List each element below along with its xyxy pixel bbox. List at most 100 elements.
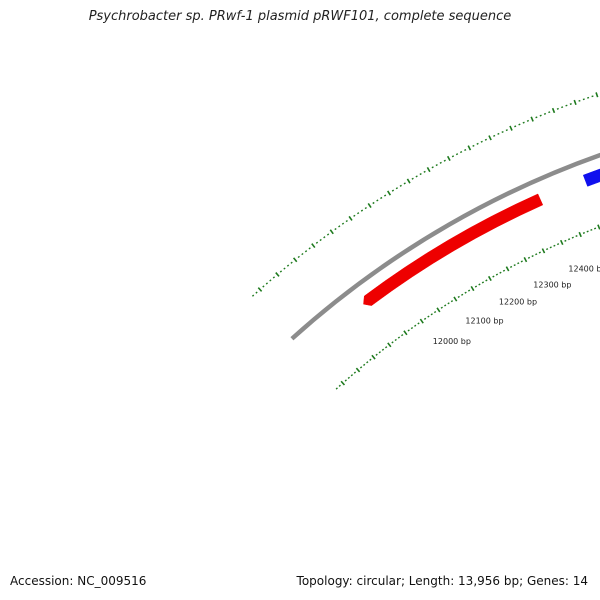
minor-tick [347, 376, 350, 379]
minor-tick [439, 161, 442, 164]
minor-tick [394, 338, 397, 342]
forward-gene-arrow[interactable] [582, 115, 600, 187]
accession-text: Accession: NC_009516 [8, 573, 149, 589]
minor-tick [485, 279, 488, 282]
minor-tick [492, 275, 495, 278]
minor-tick [501, 130, 504, 133]
minor-tick [509, 265, 513, 269]
minor-tick [366, 361, 369, 364]
minor-tick [279, 270, 283, 273]
major-tick [419, 318, 424, 324]
major-tick [436, 307, 441, 313]
minor-tick [502, 269, 506, 272]
minor-tick [538, 251, 541, 254]
tick-label: 12000 bp [433, 337, 471, 346]
minor-tick [410, 326, 414, 330]
minor-tick [461, 293, 464, 296]
gene-features: PsycPRwf_2404 [363, 115, 600, 306]
minor-tick [423, 170, 426, 173]
minor-tick [262, 285, 265, 288]
minor-tick [567, 238, 571, 241]
minor-tick [378, 351, 381, 354]
minor-tick [444, 304, 447, 307]
minor-tick [338, 384, 341, 387]
minor-tick [383, 194, 387, 197]
minor-tick [407, 329, 410, 332]
major-tick [406, 178, 411, 184]
major-tick [355, 367, 361, 373]
minor-tick [423, 317, 427, 320]
major-tick [578, 231, 582, 238]
minor-tick [290, 261, 293, 264]
minor-tick [447, 302, 450, 305]
major-tick [573, 99, 577, 106]
major-tick [348, 215, 353, 221]
major-tick [530, 116, 534, 122]
major-tick [257, 287, 263, 292]
minor-tick [430, 313, 433, 316]
tick-label: 12100 bp [465, 316, 503, 325]
minor-tick [304, 250, 308, 253]
minor-tick [433, 311, 437, 314]
minor-tick [517, 262, 520, 265]
major-tick [311, 243, 316, 249]
major-tick [470, 285, 475, 292]
tick-labels: 12000 bp 12100 bp 12200 bp 12300 bp 12400 bp… [433, 265, 600, 346]
minor-tick [564, 239, 567, 242]
minor-tick [549, 246, 552, 249]
minor-tick [384, 346, 388, 349]
minor-tick [520, 260, 523, 263]
minor-tick [360, 209, 364, 212]
minor-tick [369, 358, 372, 361]
minor-tick [513, 264, 516, 267]
minor-tick [315, 241, 319, 244]
minor-tick [401, 334, 404, 337]
minor-tick [341, 222, 345, 225]
minor-tick [301, 252, 304, 256]
minor-tick [484, 138, 487, 141]
minor-tick [499, 271, 502, 274]
minor-tick [251, 294, 255, 297]
minor-tick [527, 256, 531, 259]
tick-label: 12300 bp [533, 280, 571, 289]
plasmid-backbone [290, 152, 600, 341]
minor-tick [464, 291, 467, 294]
minor-tick [474, 285, 478, 288]
minor-tick [481, 281, 485, 284]
minor-tick [556, 107, 559, 110]
tick-label: 12200 bp [499, 298, 537, 307]
major-tick [453, 296, 458, 302]
outer-tick-ring [251, 92, 599, 297]
map-title: Psychrobacter sp. PRwf-1 plasmid pRWF101… [88, 9, 512, 24]
minor-tick [283, 267, 286, 270]
minor-tick [548, 111, 551, 114]
minor-tick [495, 273, 499, 276]
minor-tick [345, 219, 348, 223]
minor-tick [359, 366, 363, 369]
minor-tick [344, 379, 347, 382]
minor-tick [472, 144, 475, 147]
minor-tick [478, 283, 481, 286]
minor-tick [411, 177, 414, 180]
minor-tick [464, 148, 467, 152]
reverse-gene-arrow[interactable] [363, 193, 544, 306]
minor-tick [376, 199, 379, 202]
major-tick [597, 224, 600, 230]
minor-tick [571, 236, 574, 239]
major-tick [467, 145, 472, 151]
minor-tick [535, 116, 538, 119]
major-tick [292, 257, 298, 263]
major-tick [487, 275, 492, 282]
minor-tick [380, 196, 383, 200]
minor-tick [480, 140, 483, 143]
major-tick [371, 354, 376, 360]
minor-tick [427, 315, 430, 318]
minor-tick [505, 129, 508, 132]
inner-tick-ring [335, 224, 600, 390]
minor-tick [497, 132, 500, 135]
minor-tick [419, 173, 422, 176]
major-tick [559, 239, 564, 246]
major-tick [275, 272, 280, 277]
major-tick [387, 190, 392, 196]
minor-tick [455, 153, 459, 156]
